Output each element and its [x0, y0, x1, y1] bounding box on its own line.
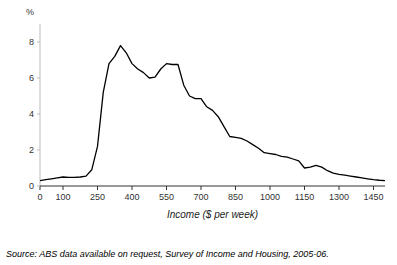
x-tick: [304, 186, 305, 190]
x-tick-label: 1000: [260, 192, 280, 202]
x-tick: [97, 186, 98, 190]
plot-area: [40, 46, 385, 181]
y-tick: [37, 186, 40, 187]
data-line: [40, 46, 385, 181]
y-tick: [37, 150, 40, 151]
x-tick: [201, 186, 202, 190]
x-tick: [373, 186, 374, 190]
y-axis-label: %: [26, 7, 34, 17]
y-tick-label: 2: [29, 145, 34, 155]
y-tick: [37, 114, 40, 115]
x-tick: [166, 186, 167, 190]
x-tick-label: 1300: [329, 192, 349, 202]
x-axis-label: Income ($ per week): [167, 209, 258, 220]
x-tick: [339, 186, 340, 190]
x-tick: [235, 186, 236, 190]
x-axis-line: [40, 186, 385, 187]
x-tick-label: 1150: [295, 192, 314, 202]
x-tick-label: 0: [37, 192, 42, 202]
source-note: Source: ABS data available on request, S…: [6, 249, 329, 259]
x-tick: [270, 186, 271, 190]
x-tick-label: 400: [124, 192, 139, 202]
chart: 0 100 250 400 550 700 850 1000 1150 1300 1450 0 2 4 6 8…: [0, 0, 397, 265]
y-tick-label: 4: [29, 109, 34, 119]
y-tick-label: 0: [29, 181, 34, 191]
y-tick: [37, 78, 40, 79]
x-tick-label: 550: [159, 192, 174, 202]
x-tick: [132, 186, 133, 190]
x-tick-label: 850: [228, 192, 243, 202]
y-axis-line: [40, 24, 41, 186]
x-tick: [40, 186, 41, 190]
y-tick-label: 8: [29, 37, 34, 47]
y-tick: [37, 42, 40, 43]
y-tick-label: 6: [29, 73, 34, 83]
x-tick-label: 1450: [363, 192, 383, 202]
x-tick: [63, 186, 64, 190]
x-tick-label: 100: [55, 192, 70, 202]
x-tick-label: 700: [193, 192, 208, 202]
x-tick-label: 250: [90, 192, 105, 202]
